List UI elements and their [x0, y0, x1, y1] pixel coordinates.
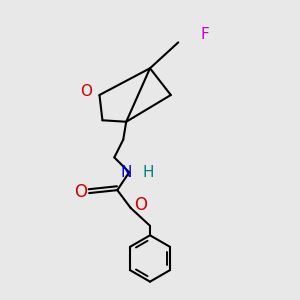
- Text: O: O: [135, 196, 148, 214]
- Text: F: F: [201, 27, 209, 42]
- Text: O: O: [80, 84, 92, 99]
- Text: H: H: [143, 165, 154, 180]
- Text: O: O: [74, 183, 87, 201]
- Text: N: N: [121, 165, 132, 180]
